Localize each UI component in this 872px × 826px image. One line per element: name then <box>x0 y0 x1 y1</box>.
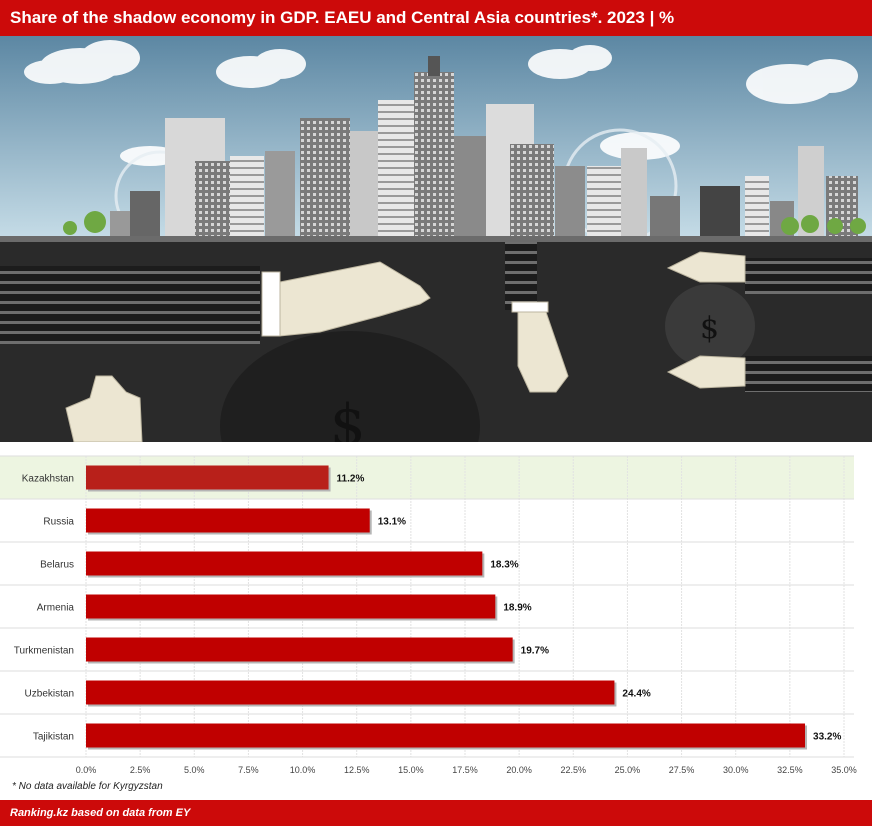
category-label: Turkmenistan <box>14 646 74 657</box>
bar-chart: 0.0% 2.5% 5.0% 7.5% 10.0% 12.5% 15.0% 17.5% 20.0… <box>0 442 872 800</box>
x-tick-label: 35.0% <box>831 765 857 775</box>
data-label: 13.1% <box>378 517 406 528</box>
x-tick-label: 22.5% <box>561 765 587 775</box>
x-tick-label: 5.0% <box>184 765 205 775</box>
data-label: 18.3% <box>490 560 518 571</box>
bar-chart-svg: 0.0% 2.5% 5.0% 7.5% 10.0% 12.5% 15.0% 17.5% 20.0… <box>0 455 857 775</box>
svg-text:$: $ <box>700 311 719 346</box>
data-label: 18.9% <box>503 603 531 614</box>
x-tick-label: 12.5% <box>344 765 370 775</box>
category-label: Belarus <box>40 560 74 571</box>
category-label: Uzbekistan <box>25 689 74 700</box>
data-label: 11.2% <box>337 474 365 485</box>
x-tick-label: 7.5% <box>238 765 259 775</box>
bar <box>86 594 496 619</box>
data-label: 24.4% <box>622 689 650 700</box>
x-tick-label: 10.0% <box>290 765 316 775</box>
data-label: 33.2% <box>813 732 841 743</box>
chart-title: Share of the shadow economy in GDP. EAEU… <box>0 0 872 36</box>
bar <box>86 680 615 705</box>
category-label: Kazakhstan <box>22 474 74 485</box>
data-label: 19.7% <box>521 646 549 657</box>
x-tick-label: 2.5% <box>130 765 151 775</box>
svg-text:$: $ <box>330 393 366 442</box>
header-illustration: $ $ <box>0 36 872 442</box>
x-tick-label: 25.0% <box>615 765 641 775</box>
x-tick-label: 15.0% <box>398 765 424 775</box>
x-tick-label: 0.0% <box>76 765 97 775</box>
x-tick-label: 32.5% <box>777 765 803 775</box>
x-tick-label: 27.5% <box>669 765 695 775</box>
category-label: Armenia <box>37 603 75 614</box>
bar <box>86 551 483 576</box>
x-tick-label: 30.0% <box>723 765 749 775</box>
category-label: Russia <box>43 517 74 528</box>
bar <box>86 723 806 748</box>
x-tick-label: 20.0% <box>506 765 532 775</box>
bar <box>86 637 513 662</box>
footnote: * No data available for Kyrgyzstan <box>12 781 163 792</box>
x-tick-label: 17.5% <box>452 765 478 775</box>
bar <box>86 508 370 533</box>
bar <box>86 465 329 490</box>
category-label: Tajikistan <box>33 732 74 743</box>
source-caption: Ranking.kz based on data from EY <box>0 800 872 826</box>
